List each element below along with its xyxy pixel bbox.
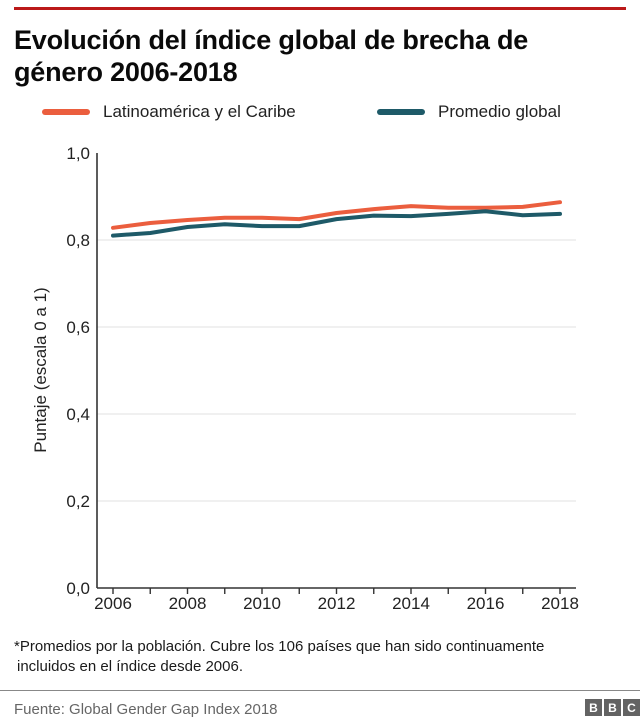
legend-item-global: Promedio global	[377, 102, 561, 122]
brand-accent-rule	[14, 7, 626, 10]
page-title-line2: género 2006-2018	[14, 57, 238, 87]
footnote-line1: *Promedios por la población. Cubre los 1…	[14, 638, 545, 655]
x-tick-label: 2014	[392, 594, 430, 613]
x-tick-label: 2010	[243, 594, 281, 613]
series-line-latam	[111, 200, 562, 230]
footnote-line2: incluidos en el índice desde 2006.	[17, 658, 243, 675]
page-title: Evolución del índice global de brecha de…	[14, 24, 624, 88]
x-tick-label: 2018	[541, 594, 579, 613]
source-credit: Fuente: Global Gender Gap Index 2018	[14, 701, 278, 718]
y-tick-label: 0,2	[66, 492, 90, 511]
legend-label-latam: Latinoamérica y el Caribe	[103, 102, 296, 121]
x-tick-label: 2008	[169, 594, 207, 613]
y-tick-label: 0,6	[66, 318, 90, 337]
y-tick-label: 0,4	[66, 405, 90, 424]
x-tick-label: 2012	[318, 594, 356, 613]
bbc-logo-letter: B	[585, 699, 602, 716]
legend-swatch-global-icon	[377, 109, 425, 115]
y-tick-label: 1,0	[66, 144, 90, 163]
bbc-logo-letter: B	[604, 699, 621, 716]
x-tick-label: 2006	[94, 594, 132, 613]
x-tick-label: 2016	[467, 594, 505, 613]
y-tick-label: 0,0	[66, 579, 90, 598]
bbc-logo-letter: C	[623, 699, 640, 716]
bbc-logo: B B C	[585, 699, 640, 716]
line-chart: 2006 2008 2010 2012 2014 2016 2018 0,0 0,2 0,4 0,6…	[31, 144, 579, 613]
page-title-line1: Evolución del índice global de brecha de	[14, 25, 529, 55]
legend-label-global: Promedio global	[438, 102, 561, 121]
y-tick-label: 0,8	[66, 231, 90, 250]
legend-swatch-latam-icon	[42, 109, 90, 115]
y-axis-title: Puntaje (escala 0 a 1)	[31, 287, 50, 452]
legend-item-latam: Latinoamérica y el Caribe	[42, 102, 296, 122]
chart-footnote: *Promedios por la población. Cubre los 1…	[14, 637, 629, 677]
series-line-global	[111, 209, 562, 238]
footer-divider	[0, 690, 640, 691]
